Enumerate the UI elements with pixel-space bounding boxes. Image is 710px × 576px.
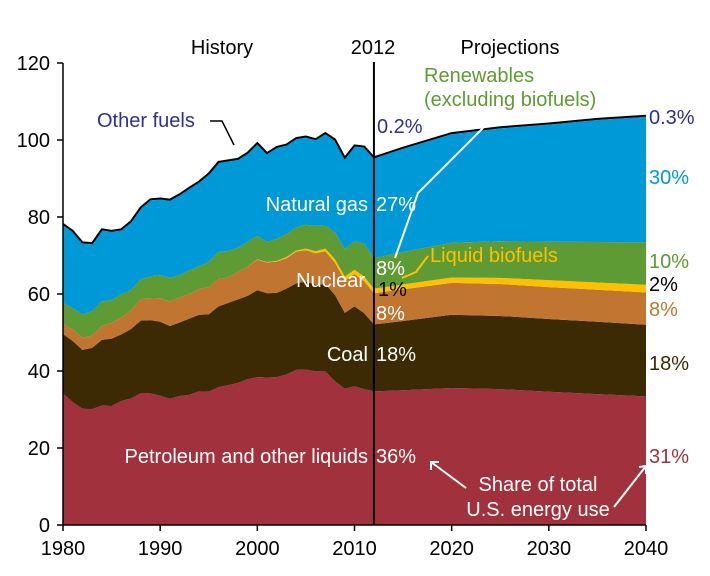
share-arrow-left bbox=[430, 461, 467, 489]
divider-year-header: 2012 bbox=[351, 37, 396, 59]
share-2040-coal: 18% bbox=[649, 353, 689, 375]
natural-gas-label: Natural gas bbox=[266, 194, 368, 216]
area-natural-gas bbox=[63, 116, 646, 315]
x-tick-label: 2000 bbox=[235, 538, 280, 560]
liquid-biofuels-label: Liquid biofuels bbox=[430, 245, 558, 267]
area-renewables-excluding-biofuels bbox=[63, 224, 646, 338]
share-2012-other: 0.2% bbox=[377, 116, 423, 138]
share-2012-coal: 18% bbox=[376, 344, 416, 366]
y-tick-label: 20 bbox=[28, 438, 50, 460]
total-consumption-line bbox=[62, 114, 647, 245]
area-petroleum-and-other-liquids bbox=[63, 369, 646, 525]
share-note-line2: U.S. energy use bbox=[466, 499, 609, 521]
area-coal bbox=[63, 281, 646, 410]
y-tick-label: 40 bbox=[28, 361, 50, 383]
share-2040-other: 0.3% bbox=[649, 107, 695, 129]
y-tick-label: 60 bbox=[28, 284, 50, 306]
y-tick-label: 80 bbox=[28, 207, 50, 229]
share-2012-petroleum: 36% bbox=[376, 446, 416, 468]
share-2012-nuclear: 8% bbox=[376, 303, 405, 325]
projections-header: Projections bbox=[461, 37, 560, 59]
stacked-areas bbox=[62, 114, 647, 525]
x-tick-label: 1980 bbox=[41, 538, 86, 560]
petroleum-label: Petroleum and other liquids bbox=[125, 446, 368, 468]
share-2040-natural-gas: 30% bbox=[649, 167, 689, 189]
share-note-line1: Share of total bbox=[479, 474, 598, 496]
renewables-label-line2: (excluding biofuels) bbox=[424, 89, 596, 111]
renewables-label-line1: Renewables bbox=[424, 65, 534, 87]
x-tick-label: 2030 bbox=[527, 538, 572, 560]
y-tick-label: 0 bbox=[39, 515, 50, 537]
x-tick-label: 2010 bbox=[332, 538, 377, 560]
nuclear-label: Nuclear bbox=[296, 270, 365, 292]
other-fuels-leader bbox=[210, 120, 235, 146]
x-tick-label: 1990 bbox=[138, 538, 183, 560]
share-2040-biofuels: 2% bbox=[649, 274, 678, 296]
share-2040-renewables: 10% bbox=[649, 251, 689, 273]
other-fuels-label: Other fuels bbox=[97, 110, 195, 132]
share-arrow-right bbox=[613, 464, 647, 508]
renewables-leader bbox=[394, 112, 499, 259]
share-2012-natural-gas: 27% bbox=[376, 194, 416, 216]
x-tick-label: 2020 bbox=[429, 538, 474, 560]
x-tick-label: 2040 bbox=[624, 538, 669, 560]
area-nuclear bbox=[63, 250, 646, 350]
share-2040-nuclear: 8% bbox=[649, 299, 678, 321]
y-tick-label: 120 bbox=[17, 53, 50, 75]
share-2012-renewables: 8% bbox=[376, 258, 405, 280]
coal-label: Coal bbox=[327, 344, 368, 366]
y-tick-label: 100 bbox=[17, 130, 50, 152]
share-2012-biofuels: 1% bbox=[378, 279, 407, 301]
history-header: History bbox=[191, 37, 253, 59]
share-2040-petroleum: 31% bbox=[649, 446, 689, 468]
liquid-biofuels-leader bbox=[401, 255, 429, 279]
